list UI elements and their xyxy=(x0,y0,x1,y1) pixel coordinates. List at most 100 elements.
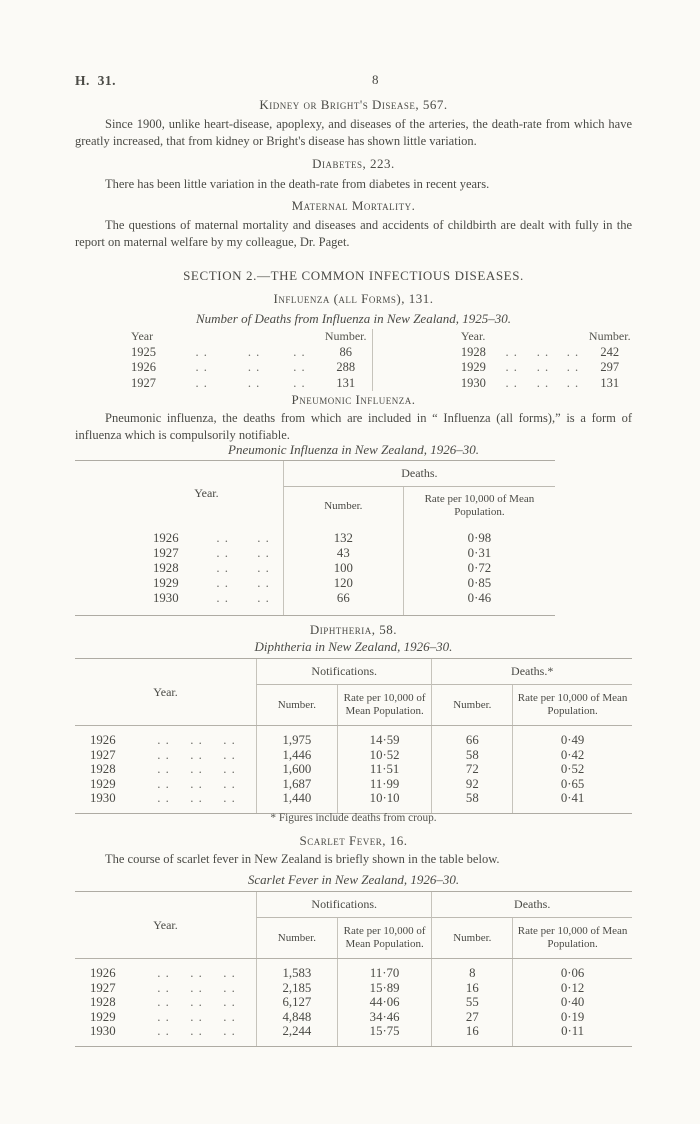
year-value: 1927 xyxy=(90,980,116,995)
deaths-number: 132 xyxy=(282,531,403,546)
table-row: 1928 . . . . . . 6,127 44·06 55 0·40 xyxy=(75,995,632,1011)
dot-leader: . . xyxy=(216,561,230,575)
table-footnote: * Figures include deaths from croup. xyxy=(270,812,437,824)
col-header-number: Number. xyxy=(431,918,512,958)
notifications-rate: 44·06 xyxy=(336,995,432,1011)
notifications-rate: 11·99 xyxy=(336,776,432,792)
deaths-number: 27 xyxy=(431,1009,512,1025)
deaths-number: 92 xyxy=(431,776,512,792)
deaths-number: 100 xyxy=(282,561,403,576)
table-row: 1926 . . . . . . 1,583 11·70 8 0·06 xyxy=(75,966,632,981)
col-header-year: Year. xyxy=(153,917,178,932)
dot-leader: . . xyxy=(157,791,170,806)
heading-diphtheria: Diphtheria, 58. xyxy=(309,622,398,637)
notifications-rate: 34·46 xyxy=(336,1009,432,1025)
list-item: 1926 . . . . . . 288 xyxy=(131,360,372,376)
year-value: 1930 xyxy=(460,375,486,390)
year-value: 1930 xyxy=(90,791,116,806)
deaths-rate: 0·11 xyxy=(512,1024,632,1040)
deaths-number: 66 xyxy=(431,733,512,748)
dot-leader: . . xyxy=(216,591,230,605)
dot-leader: . . xyxy=(157,980,170,995)
deaths-number: 55 xyxy=(431,995,512,1011)
deaths-rate: 0·40 xyxy=(512,995,632,1011)
dot-leader: . . xyxy=(257,546,270,560)
deaths-rate: 0·12 xyxy=(512,980,632,996)
table-row: 1930 . . . . . . 2,244 15·75 16 0·11 xyxy=(75,1024,632,1040)
pneumonic-influenza-table: Year. Deaths. Number. Rate per 10,000 of… xyxy=(75,460,555,616)
deaths-value: 86 xyxy=(339,344,352,359)
notifications-number: 6,127 xyxy=(256,995,337,1011)
caption-pneumonic-table: Pneumonic Influenza in New Zealand, 1926… xyxy=(228,442,479,457)
col-header-year: Year. xyxy=(194,485,219,500)
deaths-rate: 0·31 xyxy=(402,546,555,561)
heading-influenza: Influenza (all Forms), 131. xyxy=(273,291,434,306)
col-header-number: Number. xyxy=(588,329,631,343)
group-header-deaths: Deaths. xyxy=(282,461,555,487)
paragraph-diabetes: There has been little variation in the d… xyxy=(105,177,490,191)
col-header-number: Number. xyxy=(324,329,367,343)
deaths-number: 58 xyxy=(431,791,512,807)
dot-leader: . . xyxy=(223,747,236,762)
diphtheria-table: Year. Notifications. Deaths.* Number. Ra… xyxy=(75,658,632,814)
deaths-number: 8 xyxy=(431,966,512,981)
year-value: 1926 xyxy=(153,531,179,545)
year-value: 1925 xyxy=(131,344,156,359)
year-value: 1927 xyxy=(90,747,116,762)
dot-leader: . . xyxy=(247,360,261,374)
col-header-year: Year. xyxy=(460,329,486,343)
notifications-rate: 15·89 xyxy=(336,980,432,996)
spacer-row xyxy=(75,1038,632,1046)
dot-leader: . . xyxy=(216,546,230,560)
heading-scarlet-fever: Scarlet Fever, 16. xyxy=(299,833,408,848)
spacer-row xyxy=(75,726,632,733)
dot-leader: . . xyxy=(536,344,550,359)
deaths-value: 288 xyxy=(336,360,356,374)
heading-diabetes: Diabetes, 223. xyxy=(312,156,395,171)
year-value: 1929 xyxy=(90,1009,116,1024)
deaths-number: 120 xyxy=(282,576,403,591)
table-row: 1929 . . . . 120 0·85 xyxy=(75,576,555,591)
table-row: 1926 . . . . 132 0·98 xyxy=(75,531,555,546)
dot-leader: . . xyxy=(536,360,550,374)
col-header-number: Number. xyxy=(256,918,337,958)
table-row: 1929 . . . . . . 4,848 34·46 27 0·19 xyxy=(75,1009,632,1025)
deaths-rate: 0·65 xyxy=(512,776,632,792)
table-row: 1927 . . . . . . 2,185 15·89 16 0·12 xyxy=(75,980,632,996)
heading-kidney-disease: Kidney or Bright's Disease, 567. xyxy=(259,97,448,112)
deaths-rate: 0·46 xyxy=(402,591,555,606)
dot-leader: . . xyxy=(190,1024,203,1039)
notifications-rate: 10·52 xyxy=(336,747,432,763)
list-item: 1925 . . . . . . 86 xyxy=(131,345,372,361)
dot-leader: . . xyxy=(257,576,270,590)
col-header-number: Number. xyxy=(256,685,337,725)
dot-leader: . . xyxy=(190,733,203,747)
notifications-number: 1,583 xyxy=(256,966,337,981)
dot-leader: . . xyxy=(190,791,203,806)
deaths-number: 58 xyxy=(431,747,512,763)
col-header-rate: Rate per 10,000 of Mean Population. xyxy=(336,685,432,725)
group-header-notifications: Notifications. xyxy=(256,659,432,685)
notifications-number: 1,440 xyxy=(256,791,337,807)
dot-leader: . . xyxy=(536,375,550,390)
col-header-number: Number. xyxy=(282,487,403,525)
deaths-rate: 0·52 xyxy=(512,762,632,778)
caption-influenza-table: Number of Deaths from Influenza in New Z… xyxy=(195,311,512,326)
dot-leader: . . xyxy=(190,776,203,791)
paragraph-maternal: The questions of maternal mortality and … xyxy=(75,218,632,249)
notifications-number: 1,446 xyxy=(256,747,337,763)
year-value: 1926 xyxy=(90,966,116,980)
year-value: 1929 xyxy=(153,576,179,590)
table-header: Year. Deaths. Number. Rate per 10,000 of… xyxy=(75,461,555,525)
table-row: 1930 . . . . . . 1,440 10·10 58 0·41 xyxy=(75,791,632,807)
heading-maternal-mortality: Maternal Mortality. xyxy=(291,198,416,213)
list-item: 1929 . . . . . . 297 xyxy=(461,360,632,376)
caption-diphtheria-table: Diphtheria in New Zealand, 1926–30. xyxy=(254,639,453,654)
list-item: 1928 . . . . . . 242 xyxy=(461,345,632,361)
caption-scarlet-table: Scarlet Fever in New Zealand, 1926–30. xyxy=(247,872,460,887)
list-item: 1930 . . . . . . 131 xyxy=(461,376,632,392)
table-row: 1930 . . . . 66 0·46 xyxy=(75,591,555,606)
dot-leader: . . xyxy=(157,776,170,791)
dot-leader: . . xyxy=(223,762,236,777)
